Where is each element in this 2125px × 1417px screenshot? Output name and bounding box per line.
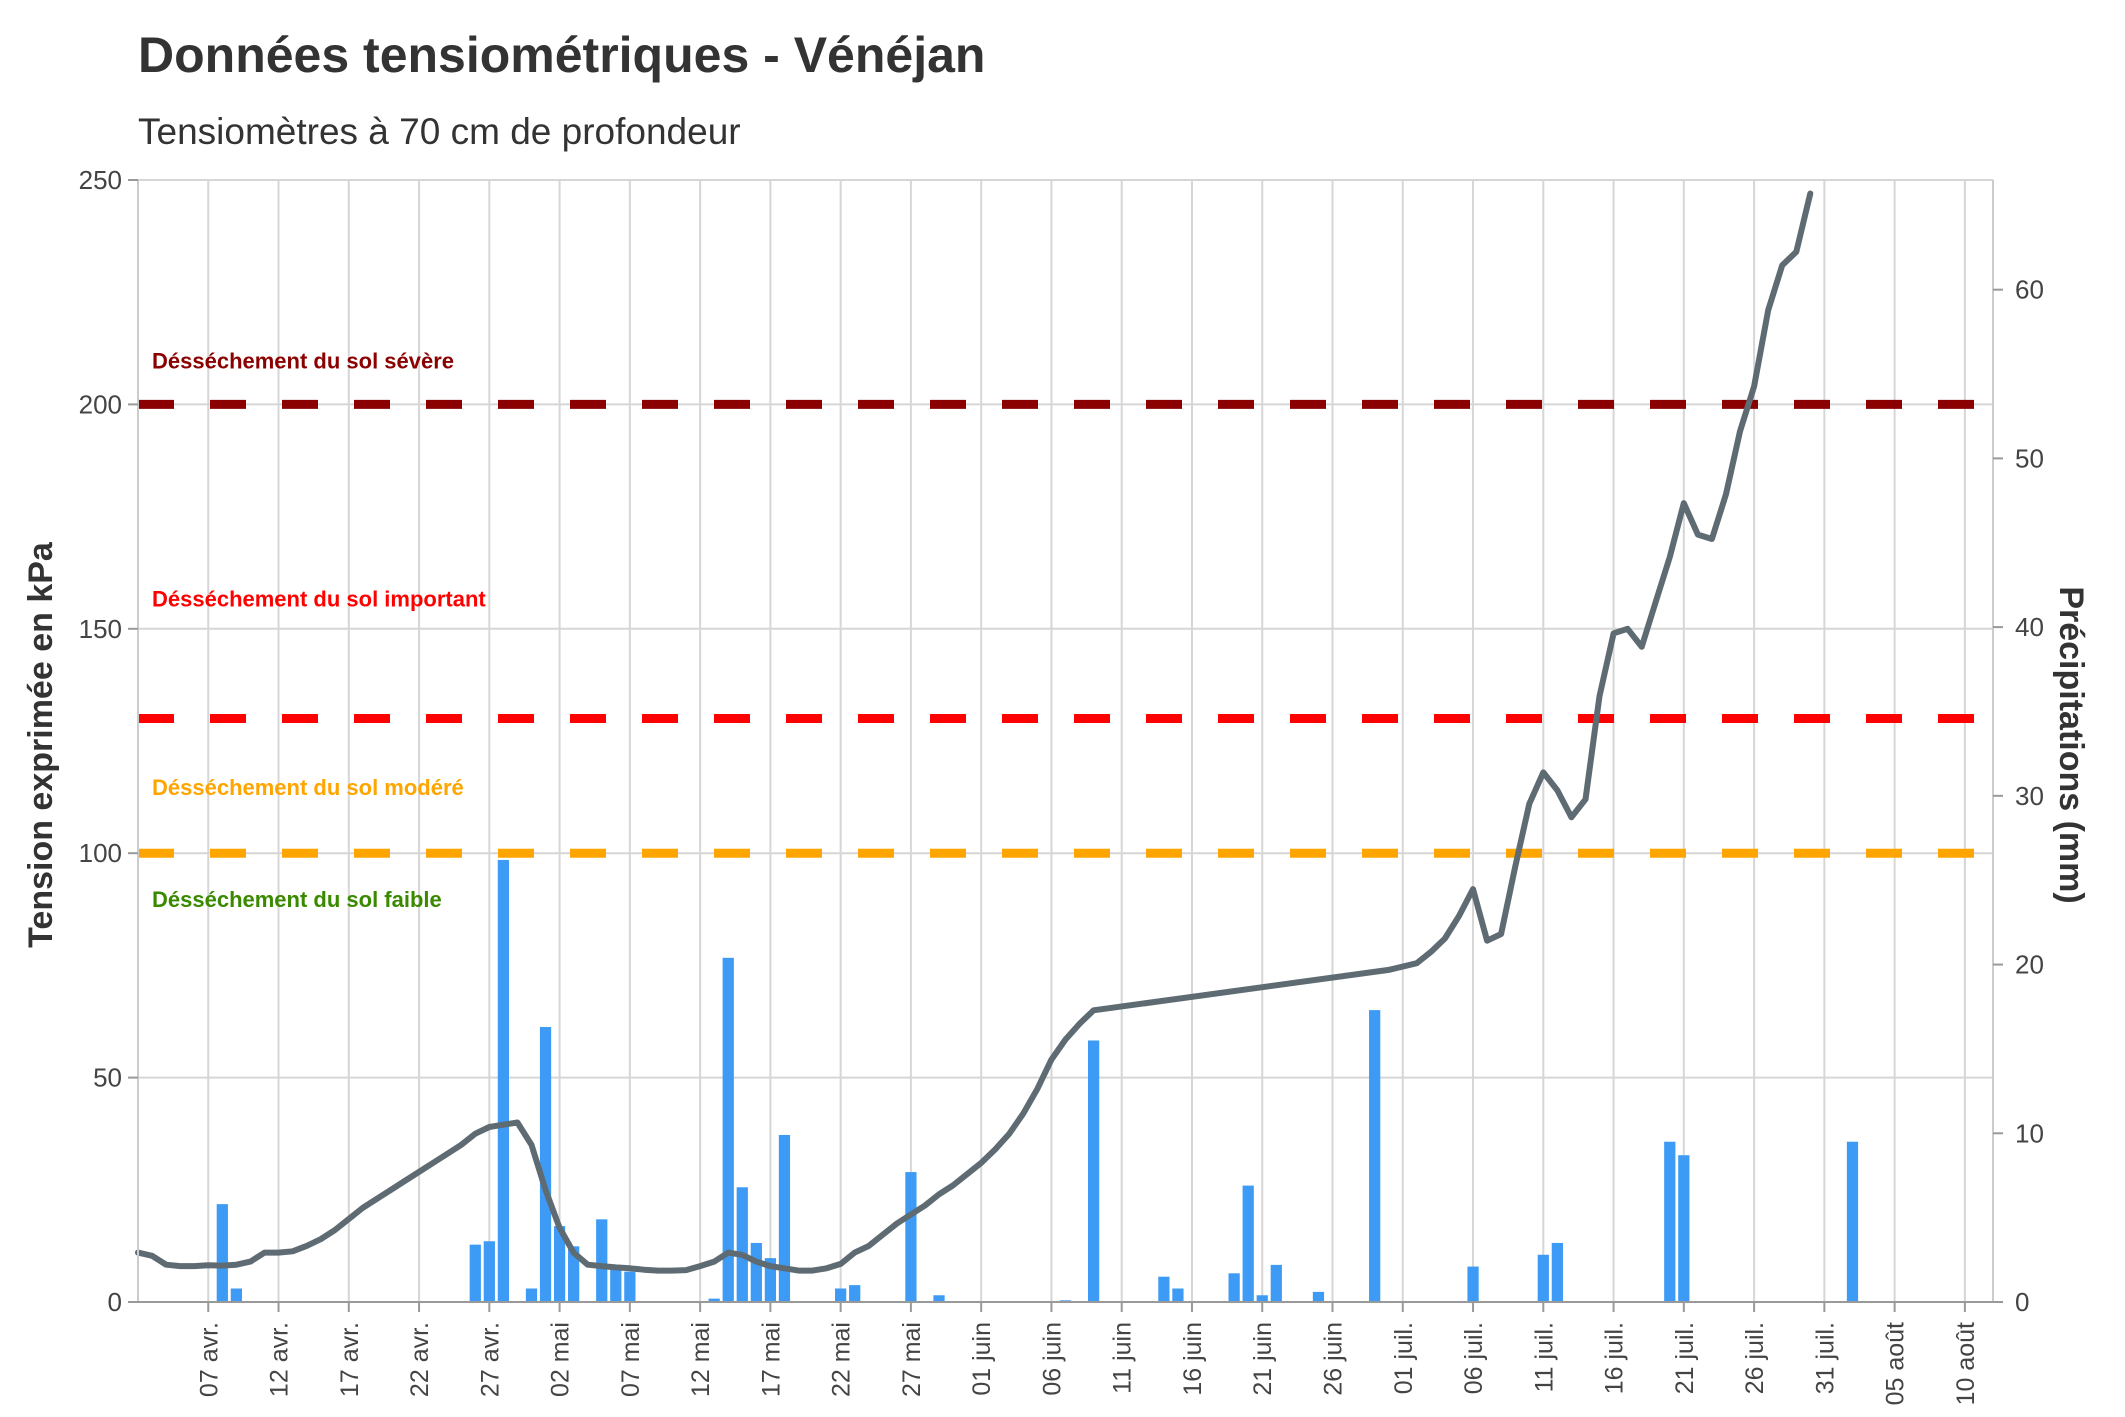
precipitation-bar <box>722 957 734 1302</box>
y-tick-label-left: 50 <box>93 1063 122 1093</box>
precipitation-bar <box>1312 1291 1325 1302</box>
x-tick-label: 02 mai <box>547 1322 575 1397</box>
precipitation-bar <box>596 1219 608 1302</box>
x-tick-label: 11 juin <box>1109 1322 1137 1394</box>
precipitation-bar <box>525 1288 538 1302</box>
precipitation-bar <box>624 1271 636 1302</box>
precipitation-bar <box>610 1269 622 1302</box>
precipitation-bar <box>553 1226 566 1302</box>
tension-line <box>135 190 1814 1274</box>
x-tick-label: 07 mai <box>617 1322 645 1397</box>
x-tick-label: 10 août <box>1952 1322 1980 1405</box>
x-tick-label: 26 juil. <box>1741 1322 1769 1394</box>
precipitation-bar <box>1664 1141 1676 1302</box>
precipitation-bar <box>1228 1273 1240 1302</box>
x-tick-label: 06 juil. <box>1460 1322 1488 1394</box>
y-tick-label-left: 150 <box>79 614 122 644</box>
precipitation-bar <box>1256 1295 1268 1302</box>
y-tick-label-right: 40 <box>2015 612 2044 642</box>
precipitation-bar <box>230 1288 242 1302</box>
precipitation-bar <box>1270 1264 1282 1302</box>
precipitation-bar <box>1551 1242 1563 1302</box>
precipitation-bar <box>1087 1040 1100 1302</box>
x-tick-label: 27 mai <box>898 1322 926 1397</box>
threshold-label: Désséchement du sol important <box>152 586 486 611</box>
y-tick-label-left: 100 <box>79 838 122 868</box>
precipitation-bar <box>1242 1185 1254 1302</box>
grid <box>138 179 1993 1303</box>
y-tick-label-left: 200 <box>79 389 122 419</box>
x-tick-label: 12 avr. <box>266 1322 294 1397</box>
axes: 0 50 100 150 200 250 0 10 20 30 40 50 60 07 avr. 12 av… <box>79 165 2044 1405</box>
chart-subtitle: Tensiomètres à 70 cm de profondeur <box>138 111 741 152</box>
precipitation-bar <box>216 1204 228 1302</box>
threshold-lines: Désséchement du sol sévère Désséchement d… <box>138 348 1993 912</box>
x-tick-label: 06 juin <box>1038 1322 1066 1396</box>
y-axis-right-title: Précipitations (mm) <box>2052 586 2090 903</box>
precipitation-bar <box>708 1298 720 1302</box>
y-tick-label-right: 20 <box>2015 950 2044 980</box>
chart-title: Données tensiométriques - Vénéjan <box>138 27 985 83</box>
precipitation-bar <box>1537 1254 1549 1302</box>
x-tick-label: 22 avr. <box>406 1322 434 1397</box>
precipitation-bar <box>736 1187 748 1302</box>
x-tick-label: 01 juin <box>968 1322 996 1396</box>
y-axis-left-title: Tension exprimée en kPa <box>22 541 60 948</box>
precipitation-bar <box>849 1285 861 1302</box>
y-tick-label-right: 0 <box>2015 1287 2029 1317</box>
x-tick-label: 16 juin <box>1179 1322 1207 1396</box>
x-tick-label: 31 juil. <box>1811 1322 1839 1394</box>
precipitation-bar <box>764 1258 777 1302</box>
x-tick-label: 05 août <box>1882 1322 1910 1405</box>
precipitation-bar <box>483 1241 495 1302</box>
precipitation-bar <box>835 1288 847 1302</box>
x-tick-label: 22 mai <box>828 1322 856 1397</box>
x-tick-label: 26 juin <box>1320 1322 1348 1396</box>
x-tick-label: 27 avr. <box>476 1322 504 1397</box>
y-tick-label-right: 10 <box>2015 1118 2044 1148</box>
precipitation-bar <box>1678 1155 1690 1302</box>
x-tick-label: 11 juil. <box>1530 1322 1558 1392</box>
precipitation-bar <box>1172 1288 1184 1302</box>
y-tick-label-right: 50 <box>2015 443 2044 473</box>
precipitation-bar <box>469 1244 481 1302</box>
x-tick-label: 16 juil. <box>1601 1322 1629 1394</box>
x-tick-label: 21 juin <box>1249 1322 1277 1396</box>
precipitation-bar <box>568 1246 580 1302</box>
precipitation-bar <box>1467 1266 1479 1302</box>
precipitation-bar <box>497 859 509 1302</box>
threshold-label: Désséchement du sol modéré <box>152 775 464 800</box>
precipitation-bar <box>905 1172 917 1302</box>
precipitation-bar <box>778 1134 791 1302</box>
precipitation-bar <box>1846 1141 1859 1302</box>
x-tick-label: 17 mai <box>757 1322 785 1397</box>
y-tick-label-left: 250 <box>79 165 122 195</box>
x-tick-label: 17 avr. <box>336 1322 364 1397</box>
x-tick-label: 01 juil. <box>1390 1322 1418 1394</box>
precipitation-bars <box>216 859 1859 1302</box>
precipitation-bar <box>539 1026 552 1302</box>
tension-line-series <box>135 190 1814 1274</box>
y-tick-label-right: 60 <box>2015 275 2044 305</box>
precipitation-bar <box>933 1295 945 1302</box>
threshold-label: Désséchement du sol sévère <box>152 348 454 373</box>
precipitation-bar <box>750 1242 762 1302</box>
x-tick-label: 07 avr. <box>195 1322 223 1397</box>
x-tick-label: 21 juil. <box>1671 1322 1699 1394</box>
x-tick-label: 12 mai <box>687 1322 715 1397</box>
y-tick-label-left: 0 <box>108 1287 122 1317</box>
precipitation-bar <box>1369 1010 1381 1302</box>
precipitation-bar <box>1158 1276 1170 1302</box>
threshold-label: Désséchement du sol faible <box>152 887 442 912</box>
y-tick-label-right: 30 <box>2015 781 2044 811</box>
